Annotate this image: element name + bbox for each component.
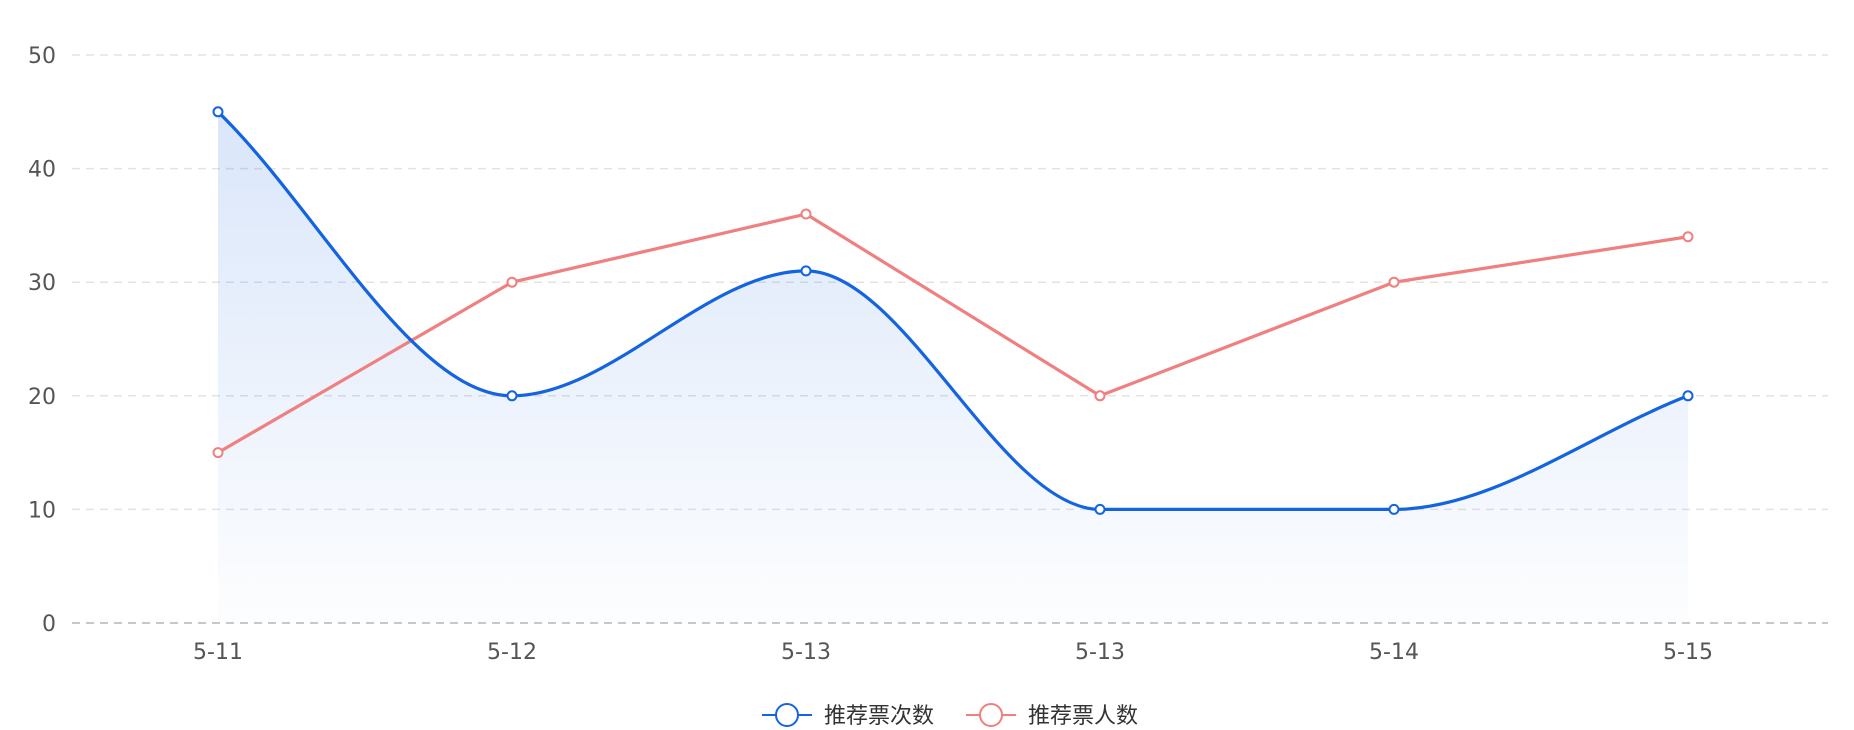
x-tick-label: 5-13 [781,640,831,665]
series-1-point[interactable] [1388,276,1400,288]
legend: 推荐票次数 推荐票人数 [762,703,1138,729]
series-0-point[interactable] [1388,503,1400,515]
x-tick-label: 5-14 [1369,640,1419,665]
series-1-point[interactable] [212,447,224,459]
series-0-point[interactable] [506,390,518,402]
legend-item-1[interactable]: 推荐票人数 [966,703,1138,729]
y-tick-label: 0 [42,612,56,637]
x-tick-label: 5-13 [1075,640,1125,665]
x-tick-label: 5-15 [1663,640,1713,665]
series-0-point[interactable] [1682,390,1694,402]
y-axis: 0 10 20 30 40 50 [28,44,56,637]
series-0-point[interactable] [800,265,812,277]
legend-item-0[interactable]: 推荐票次数 [762,703,934,729]
x-tick-label: 5-12 [487,640,537,665]
y-tick-label: 10 [28,498,56,523]
y-tick-label: 20 [28,385,56,410]
legend-marker-icon [775,703,799,727]
legend-marker-icon [979,703,1003,727]
series-1-point[interactable] [1094,390,1106,402]
y-tick-label: 50 [28,44,56,69]
series-layer [212,106,1694,624]
legend-label: 推荐票次数 [824,704,934,729]
series-0-point[interactable] [1094,503,1106,515]
series-1-point[interactable] [800,208,812,220]
series-0-line [216,110,1690,512]
series-0-area [218,111,1688,624]
legend-label: 推荐票人数 [1028,704,1138,729]
y-tick-label: 30 [28,271,56,296]
series-1-point[interactable] [506,276,518,288]
x-tick-label: 5-11 [193,640,243,665]
x-axis: 5-11 5-12 5-13 5-13 5-14 5-15 [193,640,1713,665]
series-1-line [216,212,1690,455]
y-tick-label: 40 [28,158,56,183]
series-0-point[interactable] [212,106,224,118]
series-1-point[interactable] [1682,231,1694,243]
